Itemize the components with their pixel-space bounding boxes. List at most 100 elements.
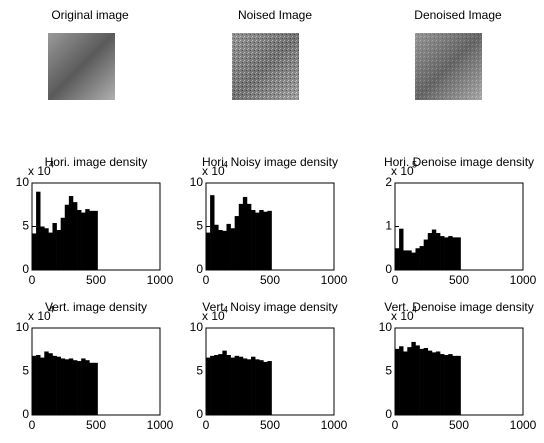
area-bar <box>235 216 239 270</box>
x-tick-label: 0 <box>392 273 399 287</box>
area-bar <box>403 351 407 415</box>
y-tick-label: 5 <box>385 364 392 378</box>
area-bar <box>57 357 61 415</box>
area-bar <box>57 230 61 270</box>
area-bar <box>448 236 452 270</box>
area-bar <box>210 195 214 270</box>
x-tick-label: 500 <box>86 273 106 287</box>
image-title: Denoised Image <box>414 8 502 22</box>
area-bar <box>243 197 247 270</box>
x-tick-label: 500 <box>449 418 469 432</box>
area-bar <box>206 233 210 270</box>
area-bar <box>411 253 415 270</box>
noise-overlay <box>232 33 299 100</box>
area-bar <box>77 210 81 270</box>
multiplier-exponent: 4 <box>49 159 54 169</box>
area-bar <box>267 361 271 415</box>
area-bar <box>403 250 407 270</box>
area-bar <box>36 192 40 270</box>
area-bar <box>456 237 460 270</box>
multiplier-exponent: 4 <box>412 304 417 314</box>
multiplier-base: x 10 <box>391 164 414 178</box>
area-bar <box>65 205 69 270</box>
y-tick-label: 5 <box>196 364 203 378</box>
x-tick-label: 500 <box>260 273 280 287</box>
multiplier-exponent: 5 <box>412 159 417 169</box>
area-bar <box>32 356 36 415</box>
x-tick-label: 500 <box>449 273 469 287</box>
area-bar <box>456 356 460 415</box>
area-bar <box>40 358 44 415</box>
area-bar <box>81 358 85 415</box>
area-bar <box>206 358 210 415</box>
area-bar <box>255 213 259 270</box>
x-tick-label: 1000 <box>321 273 348 287</box>
x-tick-label: 0 <box>29 418 36 432</box>
area-bar <box>259 210 263 270</box>
page: Original image Noised Image Denoised Ima… <box>0 0 544 443</box>
area-bar <box>44 351 48 415</box>
area-bar <box>436 233 440 270</box>
original-image <box>48 33 115 100</box>
area-bar <box>77 361 81 415</box>
multiplier-exponent: 4 <box>223 304 228 314</box>
chart-title: Hori. image density <box>45 155 148 169</box>
area-bar <box>93 363 97 415</box>
area-bar <box>44 228 48 270</box>
area-bar <box>214 225 218 270</box>
area-bar <box>52 223 56 270</box>
area-bar <box>415 248 419 270</box>
area-bar <box>259 360 263 415</box>
area-bar <box>239 204 243 270</box>
multiplier-base: x 10 <box>202 164 225 178</box>
area-bar <box>40 227 44 271</box>
area-bar <box>218 230 222 270</box>
area-bar <box>436 351 440 415</box>
multiplier-base: x 10 <box>391 309 414 323</box>
area-bar <box>407 250 411 270</box>
x-tick-label: 0 <box>203 273 210 287</box>
chart-title: Vert. image density <box>45 300 147 314</box>
area-bar <box>440 236 444 270</box>
denoise-overlay <box>415 33 482 100</box>
x-tick-label: 500 <box>260 418 280 432</box>
area-bar <box>235 356 239 415</box>
area-bar <box>415 345 419 415</box>
area-bar <box>93 211 97 270</box>
multiplier-exponent: 4 <box>49 304 54 314</box>
multiplier-base: x 10 <box>28 164 51 178</box>
x-tick-label: 1000 <box>510 418 537 432</box>
y-tick-label: 5 <box>22 219 29 233</box>
area-bar <box>247 359 251 415</box>
area-bar <box>48 353 52 415</box>
area-bar <box>89 363 93 415</box>
area-bar <box>214 355 218 415</box>
area-bar <box>226 355 230 415</box>
area-bar <box>255 359 259 415</box>
multiplier-base: x 10 <box>28 309 51 323</box>
x-tick-label: 0 <box>203 418 210 432</box>
area-bar <box>452 237 456 270</box>
image-title: Original image <box>51 8 129 22</box>
area-bar <box>424 348 428 415</box>
area-bar <box>239 357 243 415</box>
area-bar <box>452 356 456 415</box>
multiplier-base: x 10 <box>202 309 225 323</box>
area-bar <box>85 209 89 270</box>
area-bar <box>226 224 230 270</box>
area-bar <box>81 213 85 270</box>
area-bar <box>52 356 56 415</box>
area-bar <box>247 204 251 270</box>
area-bar <box>69 196 73 270</box>
area-bar <box>263 212 267 270</box>
area-bar <box>251 210 255 270</box>
y-tick-label: 1 <box>385 219 392 233</box>
area-bar <box>231 358 235 415</box>
area-bar <box>85 360 89 415</box>
area-bar <box>210 356 214 415</box>
area-bar <box>61 218 65 270</box>
x-tick-label: 0 <box>29 273 36 287</box>
area-bar <box>420 246 424 270</box>
y-tick-label: 5 <box>196 219 203 233</box>
area-bar <box>73 360 77 415</box>
